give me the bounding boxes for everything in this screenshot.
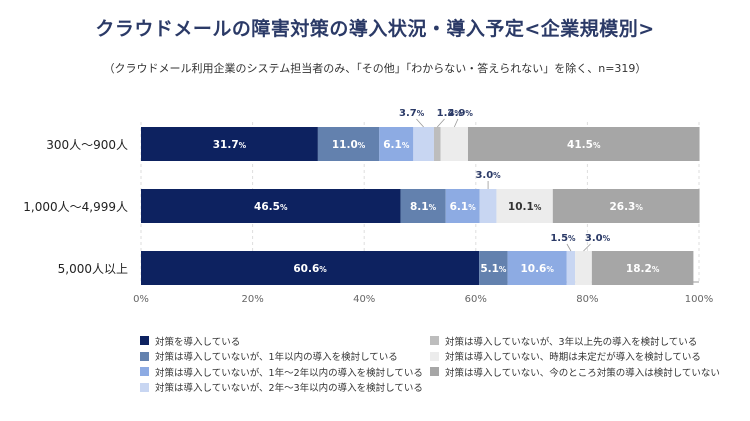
bar-segment bbox=[479, 189, 497, 223]
callout-label: 4.9% bbox=[448, 108, 474, 119]
legend-item: 対策を導入している bbox=[140, 333, 423, 349]
bar-segment bbox=[552, 189, 700, 223]
callout-line bbox=[583, 243, 591, 252]
data-label: 6.1% bbox=[383, 139, 410, 151]
legend-item: 対策は導入していないが、3年以上先の導入を検討している bbox=[430, 333, 720, 349]
bar-segment bbox=[400, 189, 446, 223]
callout-label: 3.0% bbox=[475, 170, 501, 181]
bar-segment bbox=[440, 127, 468, 161]
legend-label: 対策は導入していない、今のところ対策の導入は検討していない bbox=[445, 367, 720, 379]
callout-label: 3.0% bbox=[585, 233, 611, 244]
bar-segment bbox=[413, 127, 434, 161]
x-tick-label: 40% bbox=[353, 294, 375, 305]
bar-segment bbox=[496, 189, 553, 223]
callout-label: 3.7% bbox=[399, 108, 425, 119]
chart-subtitle: （クラウドメール利用企業のシステム担当者のみ、「その他」「わからない・答えられな… bbox=[103, 62, 647, 75]
category-label: 300人～900人 bbox=[46, 138, 128, 152]
legend-swatch bbox=[430, 367, 439, 377]
bar-segment bbox=[467, 127, 700, 161]
bar-segment bbox=[591, 251, 694, 285]
data-label: 6.1% bbox=[450, 201, 477, 213]
data-label: 8.1% bbox=[410, 201, 437, 213]
bar-segment bbox=[507, 251, 567, 285]
data-label: 41.5% bbox=[567, 139, 601, 151]
bar-segment bbox=[379, 127, 414, 161]
category-label: 5,000人以上 bbox=[58, 262, 128, 276]
callout-line bbox=[453, 118, 459, 128]
x-tick-label: 100% bbox=[685, 294, 714, 305]
data-label: 11.0% bbox=[332, 139, 366, 151]
legend-item: 対策は導入していない、今のところ対策の導入は検討していない bbox=[430, 364, 720, 380]
legend-label: 対策は導入していないが、1年以内の導入を検討している bbox=[155, 352, 398, 364]
bar-segment bbox=[575, 251, 592, 285]
x-tick-label: 20% bbox=[241, 294, 263, 305]
legend-item: 対策は導入していないが、2年～3年以内の導入を検討している bbox=[140, 380, 423, 396]
data-label: 60.6% bbox=[293, 263, 327, 275]
legend-item: 対策は導入していない、時期は未定だが導入を検討している bbox=[430, 349, 720, 365]
legend-label: 対策は導入していないが、1年～2年以内の導入を検討している bbox=[155, 367, 423, 379]
legend-item: 対策は導入していないが、1年以内の導入を検討している bbox=[140, 349, 423, 365]
legend-swatch bbox=[140, 336, 149, 346]
callout-line bbox=[566, 243, 572, 252]
legend-swatch bbox=[140, 367, 149, 377]
x-tick-label: 0% bbox=[133, 294, 149, 305]
data-label: 10.6% bbox=[520, 263, 554, 275]
callout-line bbox=[416, 118, 424, 128]
bar-segment bbox=[433, 127, 441, 161]
data-label: 26.3% bbox=[609, 201, 643, 213]
legend-swatch bbox=[140, 351, 149, 361]
legend-label: 対策を導入している bbox=[155, 336, 241, 348]
legend-swatch bbox=[430, 336, 439, 346]
callout-label: 1.5% bbox=[550, 233, 576, 244]
category-label: 1,000人～4,999人 bbox=[23, 200, 128, 214]
callout-label: 1.2% bbox=[437, 108, 463, 119]
x-tick-label: 80% bbox=[576, 294, 598, 305]
bar-segment bbox=[141, 127, 318, 161]
legend-left: 対策を導入している対策は導入していないが、1年以内の導入を検討している対策は導入… bbox=[140, 333, 423, 395]
data-label: 5.1% bbox=[480, 263, 507, 275]
callout-line bbox=[437, 118, 445, 128]
legend-right: 対策は導入していないが、3年以上先の導入を検討している 対策は導入していない、時期… bbox=[430, 333, 720, 380]
legend-label: 対策は導入していない、時期は未定だが導入を検討している bbox=[445, 352, 701, 364]
legend-swatch bbox=[140, 382, 149, 392]
data-label: 31.7% bbox=[213, 139, 247, 151]
bar-segment bbox=[141, 251, 480, 285]
legend-label: 対策は導入していないが、3年以上先の導入を検討している bbox=[445, 336, 698, 348]
bar-segment bbox=[317, 127, 380, 161]
legend-label: 対策は導入していないが、2年～3年以内の導入を検討している bbox=[155, 383, 423, 395]
data-label: 18.2% bbox=[626, 263, 660, 275]
legend-swatch bbox=[430, 351, 439, 361]
bar-segment bbox=[479, 251, 508, 285]
bar-segment bbox=[141, 189, 401, 223]
legend-item: 対策は導入していないが、1年～2年以内の導入を検討している bbox=[140, 364, 423, 380]
bar-segment bbox=[566, 251, 576, 285]
chart-title: クラウドメールの障害対策の導入状況・導入予定<企業規模別> bbox=[95, 18, 655, 40]
data-label: 46.5% bbox=[254, 201, 288, 213]
bar-segment bbox=[445, 189, 480, 223]
data-label: 10.1% bbox=[508, 201, 542, 213]
x-tick-label: 60% bbox=[465, 294, 487, 305]
